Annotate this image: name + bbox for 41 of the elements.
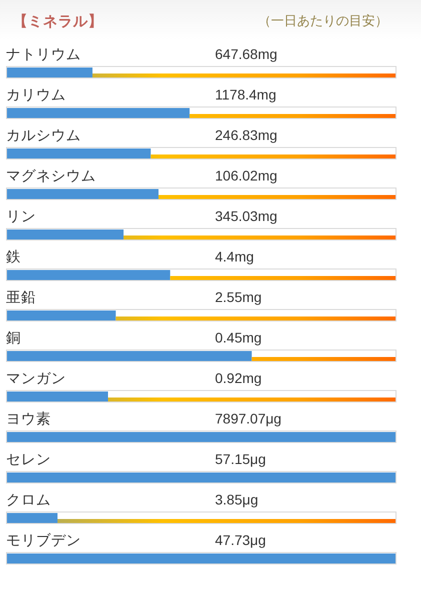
- y-tick-label: リン: [6, 209, 36, 225]
- bar: [116, 316, 396, 320]
- bar: [108, 398, 396, 402]
- annotation: 0.92mg: [215, 370, 262, 386]
- annotation: 345.03mg: [215, 208, 278, 224]
- y-tick-label: クロム: [6, 492, 51, 508]
- annotation: 4.4mg: [215, 248, 254, 264]
- y-tick-label: 銅: [6, 330, 21, 346]
- bar: [7, 513, 58, 523]
- y-tick-label: セレン: [6, 452, 51, 468]
- bar: [158, 195, 396, 199]
- y-tick-label: ヨウ素: [6, 410, 51, 428]
- y-tick-label: マグネシウム: [6, 168, 96, 184]
- bar: [7, 310, 116, 320]
- annotation: 3.85μg: [215, 492, 258, 508]
- y-tick-label: モリブデン: [6, 532, 81, 549]
- annotation: 647.68mg: [215, 46, 278, 62]
- annotation: 246.83mg: [215, 127, 278, 143]
- bar: [7, 230, 124, 240]
- bar: [7, 68, 92, 78]
- annotation: 0.45mg: [215, 330, 262, 346]
- y-tick-label: 鉄: [6, 248, 21, 266]
- bar: [252, 357, 396, 361]
- annotation: 47.73μg: [215, 532, 266, 548]
- chart-title: 【ミネラル】: [13, 13, 103, 30]
- y-tick-label: カリウム: [6, 88, 66, 104]
- bar: [170, 276, 396, 280]
- y-tick-label: カルシウム: [6, 128, 81, 144]
- y-tick-label: 亜鉛: [6, 290, 36, 306]
- bar: [190, 114, 396, 118]
- bar: [7, 392, 108, 402]
- annotation: 1178.4mg: [215, 86, 276, 102]
- annotation: 57.15μg: [215, 451, 266, 467]
- bar: [150, 154, 396, 158]
- annotation: 106.02mg: [215, 168, 278, 184]
- y-tick-label: マンガン: [6, 371, 66, 387]
- annotation: 2.55mg: [215, 289, 262, 305]
- bar: [124, 236, 396, 240]
- chart-subtitle: （一日あたりの目安）: [258, 13, 388, 28]
- annotation: 7897.07μg: [215, 410, 282, 426]
- y-tick-label: ナトリウム: [6, 47, 81, 63]
